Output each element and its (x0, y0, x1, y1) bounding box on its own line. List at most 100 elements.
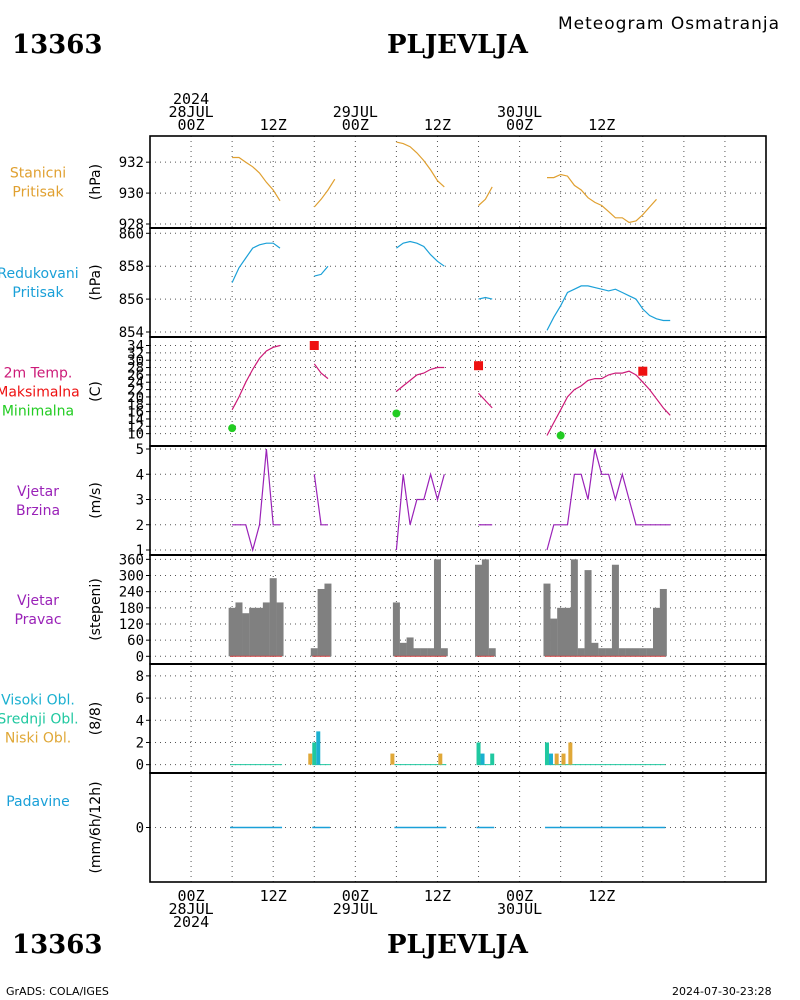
wind-dir-bar (632, 648, 640, 657)
series-line (546, 448, 671, 551)
tmin-marker (556, 431, 565, 440)
unit-label: (C) (88, 381, 104, 402)
series-line (547, 173, 657, 224)
wind-dir-bar (413, 648, 421, 657)
time-label-top: 2024 (173, 90, 209, 108)
wind-dir-bar (543, 583, 551, 657)
panel-label: Stanicni (10, 166, 66, 182)
time-label-top: 12Z (424, 116, 451, 134)
y-tick-label: 5 (136, 442, 144, 458)
wind-dir-bar (618, 648, 626, 657)
y-tick-label: 14 (127, 412, 144, 428)
series-line (396, 366, 445, 392)
wind-dir-bar (591, 642, 599, 657)
y-tick-label: 26 (127, 368, 144, 384)
time-label-top: 00Z (178, 116, 205, 134)
y-tick-label: 2 (136, 518, 144, 534)
time-label-bottom: 30JUL (497, 900, 542, 918)
wind-dir-bar (317, 588, 325, 657)
panel-frame (149, 663, 767, 774)
y-tick-label: 10 (127, 427, 144, 443)
wind-dir-bar (488, 648, 496, 657)
cloud-low-bar (308, 753, 313, 765)
panel-label: Vjetar (17, 593, 59, 609)
panel-label: Pritisak (12, 185, 64, 201)
series-line (232, 448, 280, 553)
series-line (396, 240, 445, 267)
cloud-high-bar (480, 753, 485, 765)
y-tick-label: 34 (127, 339, 144, 355)
panel-label: Minimalna (2, 404, 74, 420)
y-tick-label: 1 (136, 543, 144, 559)
series-line (313, 363, 329, 380)
time-label-top: 00Z (342, 116, 369, 134)
series-line (231, 344, 281, 411)
wind-dir-bar (249, 607, 257, 657)
panel-frame (149, 336, 767, 447)
wind-dir-bar (440, 648, 448, 657)
y-tick-label: 30 (127, 353, 144, 369)
cloud-mid-bar (544, 742, 549, 765)
y-tick-label: 0 (136, 821, 144, 837)
wind-dir-bar (652, 607, 660, 657)
y-tick-label: 180 (119, 601, 144, 617)
series-line (313, 474, 328, 526)
tmax-marker (474, 361, 484, 371)
wind-dir-bar (550, 618, 558, 657)
time-label-bottom: 2024 (173, 913, 209, 931)
cloud-low-bar (390, 753, 395, 765)
y-tick-label: 24 (127, 375, 144, 391)
wind-dir-bar (324, 583, 332, 657)
time-label-top: 12Z (588, 116, 615, 134)
cloud-low-bar (438, 753, 443, 765)
cloud-low-bar (568, 742, 573, 765)
unit-label: (stepeni) (88, 578, 104, 641)
time-label-top: 00Z (506, 116, 533, 134)
wind-dir-bar (399, 642, 407, 657)
y-tick-label: 858 (119, 259, 144, 275)
y-tick-label: 6 (136, 691, 144, 707)
cloud-mid-bar (490, 753, 495, 765)
series-line (395, 472, 445, 551)
time-label-top: 28JUL (168, 103, 213, 121)
y-tick-label: 18 (127, 397, 144, 413)
cloud-mid-bar (476, 742, 481, 765)
y-tick-label: 28 (127, 361, 144, 377)
y-tick-label: 60 (127, 633, 144, 649)
y-tick-label: 3 (136, 493, 144, 509)
panel-frame (149, 227, 767, 338)
y-tick-label: 20 (127, 390, 144, 406)
time-label-bottom: 00Z (506, 887, 533, 905)
time-label-bottom: 00Z (342, 887, 369, 905)
cloud-low-bar (554, 753, 559, 765)
series-line (546, 285, 671, 331)
wind-dir-bar (262, 602, 270, 657)
panel-label: Pravac (14, 612, 61, 628)
panel-frame (149, 135, 767, 229)
cloud-low-bar (561, 753, 566, 765)
series-line (314, 265, 329, 277)
panel-label: Brzina (16, 503, 60, 519)
series-line (478, 186, 493, 206)
series-line (396, 141, 445, 188)
wind-dir-bar (557, 607, 565, 657)
y-tick-label: 930 (119, 186, 144, 202)
unit-label: (8/8) (88, 702, 104, 735)
unit-label: (hPa) (88, 264, 104, 300)
time-label-bottom: 12Z (588, 887, 615, 905)
y-tick-label: 2 (136, 735, 144, 751)
wind-dir-bar (228, 607, 236, 657)
wind-dir-bar (427, 648, 435, 657)
wind-dir-bar (475, 564, 483, 657)
wind-dir-bar (310, 648, 318, 657)
footer-station-id: 13363 (12, 930, 103, 960)
y-tick-label: 928 (119, 217, 144, 233)
station-id: 13363 (12, 30, 103, 60)
panel-label: Vjetar (17, 484, 59, 500)
wind-dir-bar (584, 570, 592, 657)
wind-dir-bar (256, 607, 264, 657)
wind-dir-bar (269, 578, 277, 657)
y-tick-label: 16 (127, 405, 144, 421)
tmax-marker (309, 341, 319, 351)
